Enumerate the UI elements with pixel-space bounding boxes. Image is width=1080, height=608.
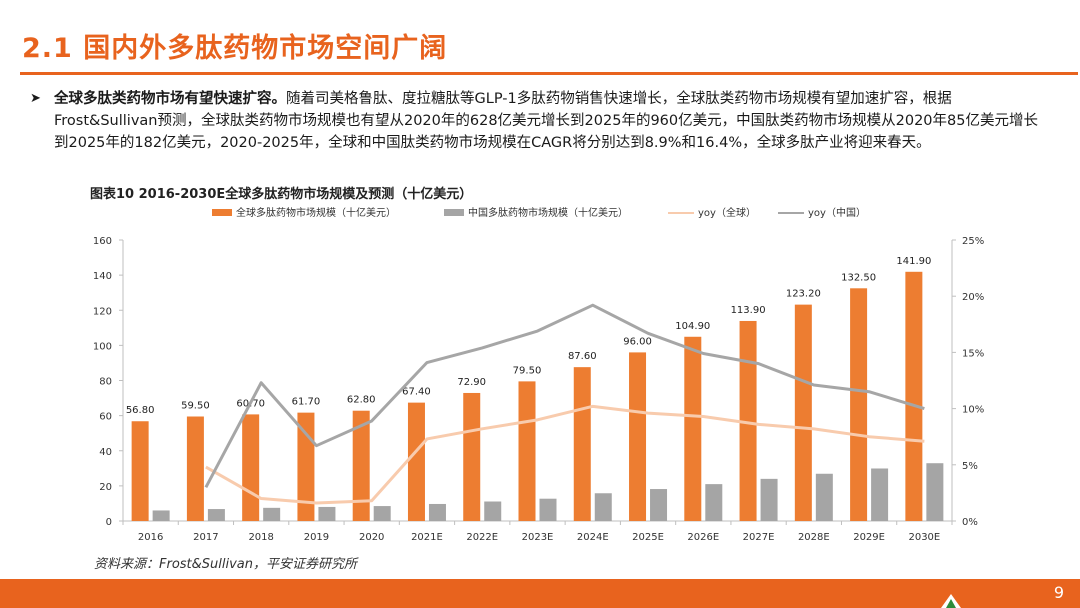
global-bar-label: 113.90	[731, 305, 766, 316]
yoy-china-line	[204, 303, 925, 488]
global-bar	[463, 392, 481, 521]
x-tick-label: 2017	[193, 532, 218, 543]
legend-swatch-global	[212, 209, 232, 216]
x-tick-label: 2029E	[853, 532, 885, 543]
bullet-lead: 全球多肽类药物市场有望快速扩容。	[54, 91, 286, 107]
global-bar	[407, 402, 425, 521]
china-bar	[760, 478, 778, 521]
china-bar	[650, 489, 668, 521]
global-bar-label: 96.00	[623, 336, 652, 347]
x-tick-label: 2027E	[743, 532, 775, 543]
market-size-chart: 0 20 40 60 80 100 120 140 160 0% 5% 10% 15% 20% 25% 201…	[93, 206, 984, 543]
y-tick-label: 160	[93, 236, 112, 247]
y-tick-label: 40	[99, 447, 112, 458]
china-bar	[594, 493, 612, 521]
y2-tick-label: 25%	[962, 236, 984, 247]
logo-icon	[941, 594, 961, 608]
global-bar-label: 61.70	[292, 397, 321, 408]
y-tick-label: 0	[106, 517, 112, 528]
y2-tick-label: 20%	[962, 292, 984, 303]
y2-tick-label: 15%	[962, 348, 984, 359]
x-tick-label: 2016	[138, 532, 163, 543]
global-bar-label: 132.50	[841, 272, 876, 283]
y-tick-label: 140	[93, 271, 112, 282]
y-tick-label: 100	[93, 341, 112, 352]
title-divider	[20, 72, 1078, 75]
legend-label-yoy-china: yoy（中国）	[808, 206, 866, 219]
china-bar	[705, 484, 723, 521]
y2-tick-label: 0%	[962, 517, 978, 528]
x-tick-label: 2020	[359, 532, 384, 543]
global-bar	[573, 367, 591, 521]
global-bar	[794, 304, 812, 521]
global-bar-label: 104.90	[675, 321, 710, 332]
y-tick-label: 80	[99, 377, 112, 388]
global-bar-label: 123.20	[786, 289, 821, 300]
chart-title: 图表10 2016-2030E全球多肽药物市场规模及预测（十亿美元）	[90, 187, 473, 202]
x-tick-label: 2018	[248, 532, 273, 543]
legend-label-global: 全球多肽药物市场规模（十亿美元）	[236, 206, 396, 219]
global-bar-label: 72.90	[457, 377, 486, 388]
china-bar	[373, 506, 391, 521]
y-tick-label: 120	[93, 306, 112, 317]
global-bar	[739, 320, 757, 521]
bullet-body: 随着司美格鲁肽、度拉糖肽等GLP-1多肽药物销售快速增长，全球肽类药物市场规模有…	[54, 91, 1038, 151]
china-bar	[152, 510, 170, 521]
page-title: 2.1 国内外多肽药物市场空间广阔	[22, 33, 448, 64]
x-tick-label: 2028E	[798, 532, 830, 543]
global-bar	[850, 288, 868, 521]
bullet-paragraph: ➤ 全球多肽类药物市场有望快速扩容。随着司美格鲁肽、度拉糖肽等GLP-1多肽药物…	[30, 88, 1042, 154]
global-bar	[242, 414, 260, 521]
source-note: 资料来源：Frost&Sullivan，平安证券研究所	[94, 557, 358, 572]
legend-swatch-china	[444, 209, 464, 216]
china-bar	[539, 498, 557, 521]
china-bar	[815, 473, 833, 521]
x-tick-label: 2025E	[632, 532, 664, 543]
global-bar-label: 141.90	[896, 256, 931, 267]
global-bar-label: 79.50	[513, 365, 542, 376]
global-bar-label: 59.50	[181, 401, 210, 412]
global-bar	[905, 271, 923, 521]
y-tick-label: 60	[99, 412, 112, 423]
global-bar-label: 62.80	[347, 395, 376, 406]
y-tick-label: 20	[99, 482, 112, 493]
yoy-global-line	[205, 404, 925, 505]
x-tick-label: 2024E	[577, 532, 609, 543]
global-bar-label: 87.60	[568, 351, 597, 362]
global-bar-label: 67.40	[402, 387, 431, 398]
global-bar	[518, 381, 536, 521]
x-tick-label: 2030E	[908, 532, 940, 543]
x-tick-label: 2019	[304, 532, 329, 543]
y2-tick-label: 5%	[962, 461, 978, 472]
china-bar	[484, 501, 502, 521]
china-bar	[318, 506, 336, 521]
global-bar-label: 56.80	[126, 405, 155, 416]
china-bar	[428, 503, 446, 521]
x-tick-label: 2022E	[466, 532, 498, 543]
legend-label-china: 中国多肽药物市场规模（十亿美元）	[468, 206, 628, 219]
legend-label-yoy-global: yoy（全球）	[698, 206, 756, 219]
global-bar	[684, 336, 702, 521]
x-tick-label: 2026E	[687, 532, 719, 543]
arrow-bullet-icon: ➤	[30, 91, 41, 106]
x-tick-label: 2021E	[411, 532, 443, 543]
global-bar	[131, 421, 149, 521]
global-bar	[629, 352, 647, 521]
page-number: 9	[1053, 583, 1064, 602]
china-bar	[871, 468, 889, 521]
bullet-text: 全球多肽类药物市场有望快速扩容。随着司美格鲁肽、度拉糖肽等GLP-1多肽药物销售…	[54, 88, 1042, 154]
footer-bar	[0, 579, 1080, 608]
china-bar	[926, 463, 944, 521]
global-bar	[352, 410, 370, 521]
x-tick-label: 2023E	[522, 532, 554, 543]
china-bar	[207, 509, 225, 521]
china-bar	[263, 507, 281, 521]
y2-tick-label: 10%	[962, 405, 984, 416]
global-bar	[186, 416, 204, 521]
